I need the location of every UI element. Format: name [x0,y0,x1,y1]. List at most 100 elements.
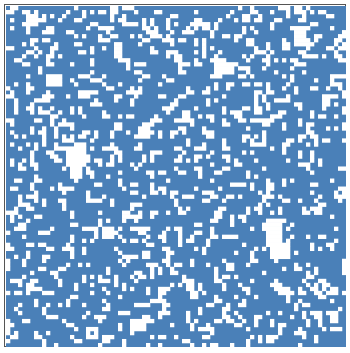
empty-cell-run[interactable] [98,318,103,324]
empty-cell-run[interactable] [90,22,99,27]
empty-cell-run[interactable] [162,306,167,312]
empty-cell-run[interactable] [130,286,135,292]
empty-cell-run[interactable] [310,134,319,139]
empty-cell-run[interactable] [186,314,191,320]
empty-cell-run[interactable] [22,10,31,15]
empty-cell-run[interactable] [294,42,315,47]
empty-cell-run[interactable] [322,282,331,288]
empty-cell-run[interactable] [98,38,111,43]
empty-cell-run[interactable] [62,166,67,171]
empty-cell-run[interactable] [150,22,155,27]
empty-cell-run[interactable] [70,170,83,175]
empty-cell-run[interactable] [238,6,243,11]
empty-cell-run[interactable] [138,86,143,91]
empty-cell-run[interactable] [198,326,215,332]
empty-cell-run[interactable] [238,282,243,288]
empty-cell-run[interactable] [222,286,227,292]
empty-cell-run[interactable] [142,26,151,31]
empty-cell-run[interactable] [14,134,19,139]
empty-cell-run[interactable] [326,46,335,51]
empty-cell-run[interactable] [138,78,143,83]
empty-cell-run[interactable] [166,262,171,268]
empty-cell-run[interactable] [326,14,335,19]
empty-cell-run[interactable] [62,134,67,139]
empty-cell-run[interactable] [134,94,139,99]
empty-cell-run[interactable] [102,74,107,79]
empty-cell-run[interactable] [242,134,251,139]
empty-cell-run[interactable] [202,50,207,55]
empty-cell-run[interactable] [202,246,207,252]
empty-cell-run[interactable] [310,190,315,195]
empty-cell-run[interactable] [330,286,339,292]
empty-cell-run[interactable] [46,82,63,87]
empty-cell-run[interactable] [286,158,291,163]
empty-cell-run[interactable] [134,62,147,67]
empty-cell-run[interactable] [330,82,343,87]
empty-cell-run[interactable] [266,190,271,195]
empty-cell-run[interactable] [222,258,227,264]
empty-cell-run[interactable] [78,74,91,79]
empty-cell-run[interactable] [54,130,59,135]
empty-cell-run[interactable] [114,54,123,59]
empty-cell-run[interactable] [194,18,203,23]
empty-cell-run[interactable] [282,182,287,187]
empty-cell-run[interactable] [154,114,159,119]
empty-cell-run[interactable] [138,274,147,280]
empty-cell-run[interactable] [142,250,151,256]
empty-cell-run[interactable] [118,182,123,187]
empty-cell-run[interactable] [10,278,23,284]
empty-cell-run[interactable] [270,114,283,119]
empty-cell-run[interactable] [34,178,43,183]
empty-cell-run[interactable] [246,42,255,47]
empty-cell-run[interactable] [26,26,31,31]
empty-cell-run[interactable] [342,190,346,195]
empty-cell-run[interactable] [318,322,323,328]
empty-cell-run[interactable] [34,166,39,171]
empty-cell-run[interactable] [74,6,79,11]
empty-cell-run[interactable] [234,294,239,300]
empty-cell-run[interactable] [210,162,215,167]
empty-cell-run[interactable] [222,106,227,111]
empty-cell-run[interactable] [274,70,279,75]
empty-cell-run[interactable] [254,90,263,95]
empty-cell-run[interactable] [334,54,343,59]
empty-cell-run[interactable] [138,162,143,167]
empty-cell-run[interactable] [258,202,263,207]
empty-cell-run[interactable] [70,166,83,171]
empty-cell-run[interactable] [158,310,171,316]
empty-cell-run[interactable] [198,286,203,292]
empty-cell-run[interactable] [286,238,291,243]
empty-cell-run[interactable] [190,326,195,332]
empty-cell-run[interactable] [46,330,51,336]
empty-cell-run[interactable] [178,234,183,239]
empty-cell-run[interactable] [6,266,11,272]
empty-cell-run[interactable] [14,178,23,183]
empty-cell-run[interactable] [322,286,327,292]
empty-cell-run[interactable] [270,250,291,256]
empty-cell-run[interactable] [246,58,251,63]
empty-cell-run[interactable] [6,94,15,99]
empty-cell-run[interactable] [14,290,23,296]
empty-cell-run[interactable] [262,122,271,127]
empty-cell-run[interactable] [270,22,275,27]
empty-cell-run[interactable] [182,110,191,115]
empty-cell-run[interactable] [158,290,167,296]
empty-cell-run[interactable] [298,298,303,304]
empty-cell-run[interactable] [42,202,47,207]
empty-cell-run[interactable] [226,158,231,163]
empty-cell-run[interactable] [322,54,327,59]
empty-cell-run[interactable] [38,70,43,75]
empty-cell-run[interactable] [150,334,155,340]
empty-cell-run[interactable] [150,266,155,272]
empty-cell-run[interactable] [150,18,155,23]
empty-cell-run[interactable] [230,218,235,223]
empty-cell-run[interactable] [278,290,295,296]
empty-cell-run[interactable] [238,194,243,199]
empty-cell-run[interactable] [318,202,327,207]
empty-cell-run[interactable] [42,306,47,312]
empty-cell-run[interactable] [134,166,139,171]
empty-cell-run[interactable] [82,130,91,135]
empty-cell-run[interactable] [18,166,27,171]
empty-cell-run[interactable] [222,122,231,127]
empty-cell-run[interactable] [102,338,111,344]
